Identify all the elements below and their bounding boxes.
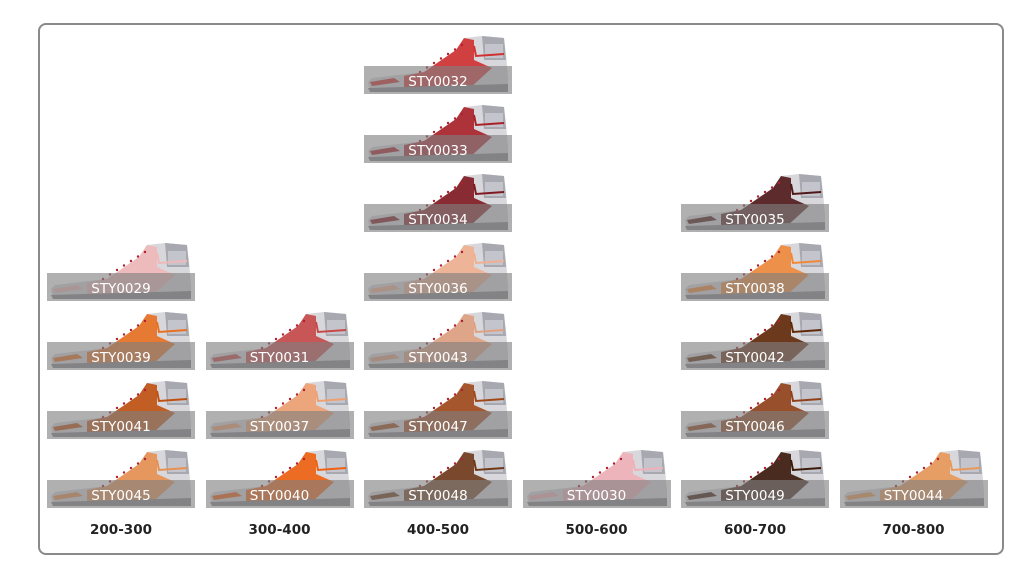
- product-id-label: STY0031: [249, 350, 310, 366]
- price-range-label: 700-800: [882, 522, 945, 538]
- product-id-label: STY0036: [408, 281, 468, 297]
- label-band: [364, 135, 512, 163]
- product-id-label: STY0041: [91, 419, 151, 435]
- product-id-label: STY0030: [566, 488, 627, 504]
- product-card[interactable]: STY0043: [364, 308, 512, 370]
- product-card[interactable]: STY0030: [522, 446, 671, 508]
- label-band: [364, 411, 512, 439]
- label-band: [364, 204, 512, 232]
- product-card[interactable]: STY0029: [47, 239, 195, 301]
- price-range-label: 300-400: [248, 522, 311, 538]
- product-card[interactable]: STY0048: [364, 446, 512, 508]
- label-band: [681, 204, 829, 232]
- product-card[interactable]: STY0036: [364, 239, 512, 301]
- product-id-label: STY0044: [883, 488, 944, 504]
- product-card[interactable]: STY0040: [205, 446, 354, 508]
- product-id-label: STY0046: [725, 419, 785, 435]
- label-band: [47, 342, 195, 370]
- product-id-label: STY0045: [91, 488, 151, 504]
- label-band: [681, 342, 829, 370]
- label-band: [47, 411, 195, 439]
- label-band: [47, 480, 195, 508]
- product-card[interactable]: STY0044: [839, 446, 988, 508]
- column-500-600: STY0030: [522, 439, 671, 508]
- column-600-700: STY0049 STY0046 STY0042 STY0038 STY0035: [681, 163, 829, 508]
- product-card[interactable]: STY0047: [364, 377, 512, 439]
- price-range-label: 500-600: [565, 522, 628, 538]
- label-band: [681, 273, 829, 301]
- price-range-label: 200-300: [90, 522, 152, 538]
- product-card[interactable]: STY0033: [364, 101, 512, 163]
- product-card[interactable]: STY0045: [47, 446, 195, 508]
- product-id-label: STY0037: [249, 419, 310, 435]
- product-id-label: STY0035: [725, 212, 785, 228]
- column-200-300: STY0045 STY0041 STY0039 STY0029: [47, 232, 195, 508]
- product-card[interactable]: STY0041: [47, 377, 195, 439]
- label-band: [364, 273, 512, 301]
- product-id-label: STY0038: [725, 281, 785, 297]
- product-card[interactable]: STY0032: [364, 32, 512, 94]
- label-band: [839, 480, 988, 508]
- product-id-label: STY0047: [408, 419, 468, 435]
- label-band: [364, 342, 512, 370]
- column-300-400: STY0040 STY0037 STY0031: [205, 301, 354, 508]
- label-band: [681, 480, 829, 508]
- product-card[interactable]: STY0042: [681, 308, 829, 370]
- label-band: [205, 480, 354, 508]
- product-id-label: STY0033: [408, 143, 468, 159]
- product-card[interactable]: STY0034: [364, 170, 512, 232]
- product-id-label: STY0029: [91, 281, 151, 297]
- label-band: [364, 66, 512, 94]
- product-id-label: STY0039: [91, 350, 151, 366]
- label-band: [47, 273, 195, 301]
- product-card[interactable]: STY0049: [681, 446, 829, 508]
- product-card[interactable]: STY0035: [681, 170, 829, 232]
- label-band: [522, 480, 671, 508]
- product-id-label: STY0043: [408, 350, 468, 366]
- product-card[interactable]: STY0046: [681, 377, 829, 439]
- label-band: [681, 411, 829, 439]
- grouped-gallery-frame: [38, 23, 1004, 555]
- product-id-label: STY0042: [725, 350, 785, 366]
- product-id-label: STY0032: [408, 74, 468, 90]
- product-id-label: STY0049: [725, 488, 785, 504]
- product-card[interactable]: STY0037: [205, 377, 354, 439]
- label-band: [364, 480, 512, 508]
- product-id-label: STY0034: [408, 212, 468, 228]
- product-card[interactable]: STY0038: [681, 239, 829, 301]
- product-id-label: STY0048: [408, 488, 468, 504]
- product-id-label: STY0040: [249, 488, 310, 504]
- product-card[interactable]: STY0039: [47, 308, 195, 370]
- column-700-800: STY0044: [839, 439, 988, 508]
- label-band: [205, 342, 354, 370]
- price-range-label: 400-500: [407, 522, 469, 538]
- product-card[interactable]: STY0031: [205, 308, 354, 370]
- column-400-500: STY0048 STY0047 STY0043 STY0036 STY0034: [364, 25, 512, 508]
- price-range-label: 600-700: [724, 522, 786, 538]
- label-band: [205, 411, 354, 439]
